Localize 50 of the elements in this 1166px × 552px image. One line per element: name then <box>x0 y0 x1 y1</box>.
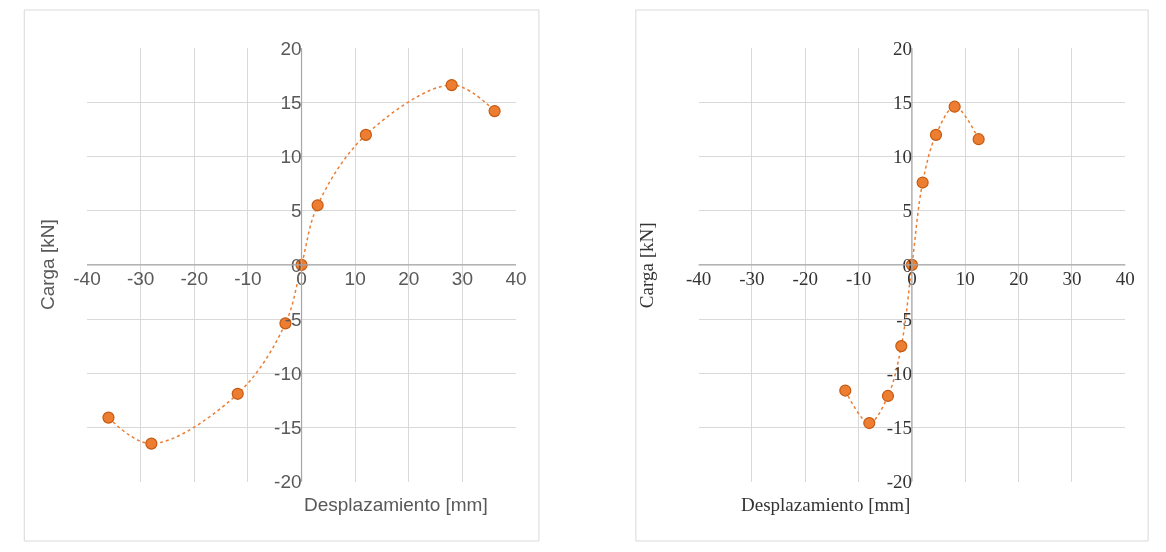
point <box>145 437 158 450</box>
y-tick-label: 5 <box>290 200 302 222</box>
x-tick-label: -10 <box>845 267 872 289</box>
x-tick-label: -30 <box>739 267 765 289</box>
y-tick-label: -20 <box>274 471 302 493</box>
y-tick-label: 20 <box>892 37 912 59</box>
point <box>445 78 458 92</box>
x-tick-label: -20 <box>180 267 209 289</box>
y-tick-label: 15 <box>280 92 302 114</box>
y-tick-label: -15 <box>886 417 912 439</box>
x-tick-label: 40 <box>505 267 527 289</box>
y-tick-label: 10 <box>892 146 912 168</box>
y-tick-label: 20 <box>280 37 302 59</box>
x-tick-label: 10 <box>344 267 366 289</box>
point <box>488 104 501 118</box>
y-tick-label: 15 <box>892 92 912 114</box>
x-axis-title: Desplazamiento [mm] <box>304 494 488 515</box>
point <box>863 416 876 430</box>
x-tick-label: -20 <box>792 267 818 289</box>
x-tick-label: 30 <box>1062 267 1082 289</box>
x-tick-label: -30 <box>126 267 155 289</box>
x-tick-label: -10 <box>234 267 262 289</box>
point <box>929 128 943 141</box>
point <box>916 176 929 189</box>
y-axis-title: Carga [kN] <box>636 222 658 309</box>
x-tick-label: 30 <box>451 267 473 289</box>
y-tick-label: -10 <box>274 362 302 384</box>
y-tick-label: 10 <box>280 146 302 168</box>
y-tick-label: -10 <box>886 362 912 384</box>
point <box>895 340 908 353</box>
x-tick-label: 10 <box>955 267 975 289</box>
point <box>311 199 324 212</box>
y-tick-label: -15 <box>274 417 302 439</box>
point <box>948 100 961 113</box>
x-tick-label: 20 <box>1009 267 1029 289</box>
point <box>231 387 244 400</box>
point <box>102 411 115 424</box>
point <box>881 389 895 403</box>
x-axis-title: Desplazamiento [mm] <box>741 494 911 515</box>
x-tick-label: 40 <box>1115 267 1135 289</box>
y-tick-label: -20 <box>886 471 912 493</box>
y-axis-title: Carga [kN] <box>37 219 59 311</box>
x-tick-label: -40 <box>685 267 712 289</box>
y-tick-label: 5 <box>902 200 912 222</box>
point <box>839 384 852 397</box>
point <box>972 133 985 146</box>
x-tick-label: -40 <box>73 267 101 289</box>
y-tick-label: -5 <box>896 308 912 330</box>
x-tick-label: 20 <box>398 267 420 289</box>
point <box>359 128 372 141</box>
